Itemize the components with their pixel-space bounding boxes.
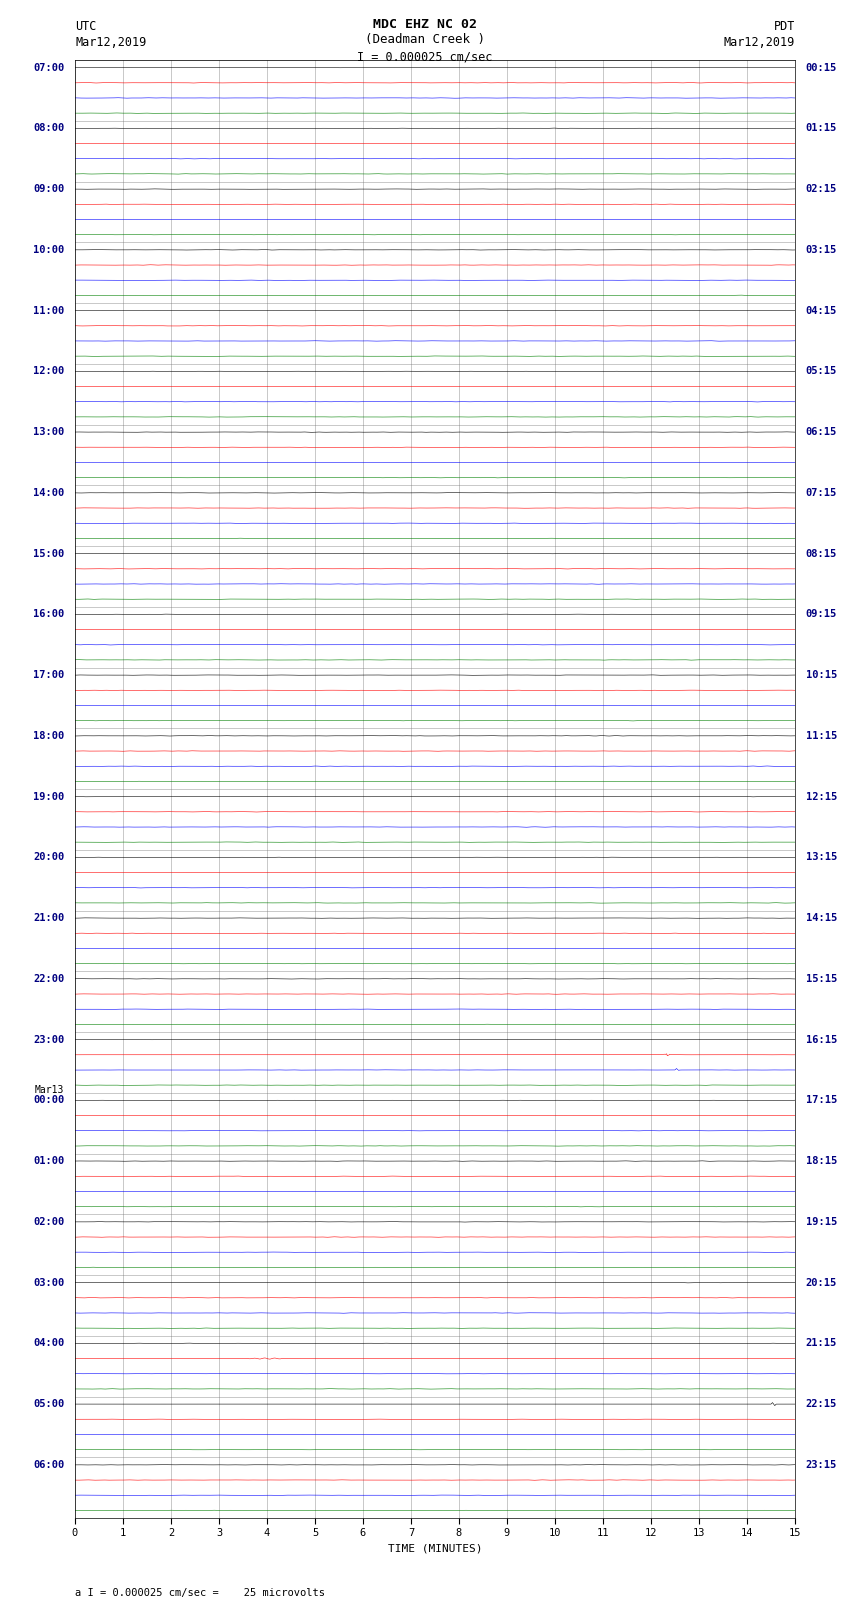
- Text: 14:00: 14:00: [33, 487, 65, 498]
- Text: 00:15: 00:15: [806, 63, 837, 73]
- Text: 22:15: 22:15: [806, 1398, 837, 1410]
- Text: 05:00: 05:00: [33, 1398, 65, 1410]
- Text: 00:00: 00:00: [33, 1095, 65, 1105]
- Text: 12:00: 12:00: [33, 366, 65, 376]
- Text: 09:15: 09:15: [806, 610, 837, 619]
- Text: 19:15: 19:15: [806, 1216, 837, 1227]
- Text: 20:15: 20:15: [806, 1277, 837, 1287]
- Text: 15:15: 15:15: [806, 974, 837, 984]
- Text: 17:15: 17:15: [806, 1095, 837, 1105]
- Text: 10:15: 10:15: [806, 669, 837, 681]
- Text: Mar13: Mar13: [35, 1084, 65, 1095]
- Text: 20:00: 20:00: [33, 852, 65, 863]
- Text: 06:15: 06:15: [806, 427, 837, 437]
- Text: 11:15: 11:15: [806, 731, 837, 740]
- Text: 23:15: 23:15: [806, 1460, 837, 1469]
- Text: 17:00: 17:00: [33, 669, 65, 681]
- Text: 11:00: 11:00: [33, 305, 65, 316]
- Text: 13:15: 13:15: [806, 852, 837, 863]
- Text: 01:15: 01:15: [806, 123, 837, 134]
- Text: 05:15: 05:15: [806, 366, 837, 376]
- Text: 10:00: 10:00: [33, 245, 65, 255]
- Text: 07:00: 07:00: [33, 63, 65, 73]
- Text: 03:00: 03:00: [33, 1277, 65, 1287]
- Text: 08:00: 08:00: [33, 123, 65, 134]
- Text: (Deadman Creek ): (Deadman Creek ): [365, 32, 485, 47]
- Text: 16:00: 16:00: [33, 610, 65, 619]
- Text: 23:00: 23:00: [33, 1034, 65, 1045]
- Text: 16:15: 16:15: [806, 1034, 837, 1045]
- Text: 08:15: 08:15: [806, 548, 837, 558]
- Text: 21:15: 21:15: [806, 1339, 837, 1348]
- Text: 02:00: 02:00: [33, 1216, 65, 1227]
- Text: MDC EHZ NC 02: MDC EHZ NC 02: [373, 18, 477, 31]
- X-axis label: TIME (MINUTES): TIME (MINUTES): [388, 1544, 482, 1553]
- Text: 03:15: 03:15: [806, 245, 837, 255]
- Text: 01:00: 01:00: [33, 1157, 65, 1166]
- Text: I = 0.000025 cm/sec: I = 0.000025 cm/sec: [357, 50, 493, 63]
- Text: a I = 0.000025 cm/sec =    25 microvolts: a I = 0.000025 cm/sec = 25 microvolts: [75, 1589, 325, 1598]
- Text: 02:15: 02:15: [806, 184, 837, 194]
- Text: Mar12,2019: Mar12,2019: [723, 35, 795, 48]
- Text: 22:00: 22:00: [33, 974, 65, 984]
- Text: Mar12,2019: Mar12,2019: [75, 35, 146, 48]
- Text: 04:15: 04:15: [806, 305, 837, 316]
- Text: 21:00: 21:00: [33, 913, 65, 923]
- Text: 18:00: 18:00: [33, 731, 65, 740]
- Text: 04:00: 04:00: [33, 1339, 65, 1348]
- Text: 09:00: 09:00: [33, 184, 65, 194]
- Text: 14:15: 14:15: [806, 913, 837, 923]
- Text: UTC: UTC: [75, 19, 96, 32]
- Text: 07:15: 07:15: [806, 487, 837, 498]
- Text: 12:15: 12:15: [806, 792, 837, 802]
- Text: 19:00: 19:00: [33, 792, 65, 802]
- Text: 18:15: 18:15: [806, 1157, 837, 1166]
- Text: 13:00: 13:00: [33, 427, 65, 437]
- Text: 06:00: 06:00: [33, 1460, 65, 1469]
- Text: 15:00: 15:00: [33, 548, 65, 558]
- Text: PDT: PDT: [774, 19, 795, 32]
